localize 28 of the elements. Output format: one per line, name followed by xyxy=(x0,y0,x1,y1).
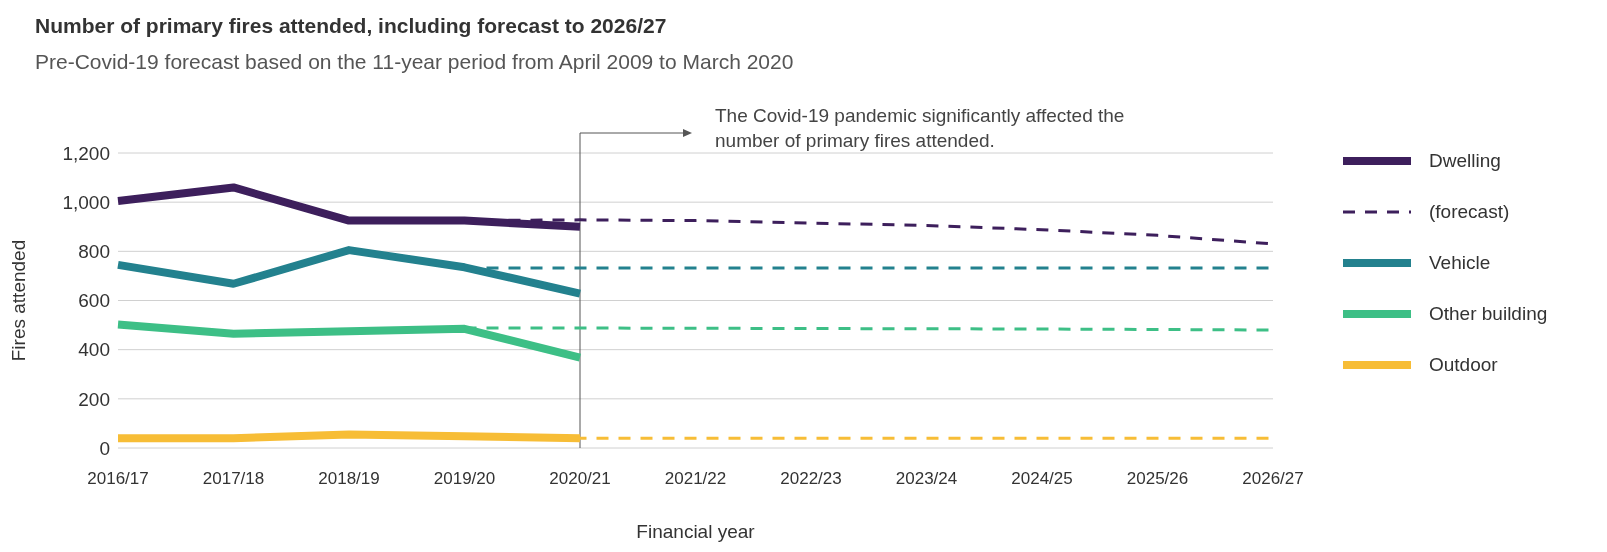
x-tick-label: 2025/26 xyxy=(1126,469,1189,489)
x-tick-label: 2019/20 xyxy=(433,469,496,489)
legend-label: (forecast) xyxy=(1429,201,1510,223)
x-tick-label: 2022/23 xyxy=(780,469,842,489)
x-tick-label: 2016/17 xyxy=(87,469,149,489)
legend-label: Vehicle xyxy=(1429,252,1491,274)
x-tick-label: 2024/25 xyxy=(1011,469,1073,489)
chart-subtitle: Pre-Covid-19 forecast based on the 11-year period from April 2009 to March 2020 xyxy=(35,50,794,74)
y-tick-label: 200 xyxy=(78,388,110,410)
x-tick-label: 2020/21 xyxy=(549,469,611,489)
text: The Covid-19 pandemic significantly affected the number of primary fires attended. xyxy=(715,104,1126,153)
y-tick-label: 400 xyxy=(78,339,110,361)
y-tick-label: 1,200 xyxy=(62,142,110,164)
x-tick-label: 2023/24 xyxy=(895,469,958,489)
y-tick-label: 0 xyxy=(99,437,110,459)
x-tick-label: 2017/18 xyxy=(202,469,265,489)
x-tick-label: 2021/22 xyxy=(664,469,727,489)
y-tick-label: 800 xyxy=(78,241,110,263)
y-axis-title: Fires attended xyxy=(7,239,29,362)
y-tick-label: 600 xyxy=(78,290,110,312)
legend-label: Outdoor xyxy=(1429,354,1498,376)
legend-label: Dwelling xyxy=(1429,150,1501,172)
x-tick-label: 2018/19 xyxy=(318,469,380,489)
x-tick-label: 2026/27 xyxy=(1242,469,1304,489)
y-tick-label: 1,000 xyxy=(62,191,110,213)
legend-label: Other building xyxy=(1429,303,1548,325)
chart-title: Number of primary fires attended, including forecast to 2026/27 xyxy=(35,14,667,38)
x-axis-title: Financial year xyxy=(636,521,756,542)
